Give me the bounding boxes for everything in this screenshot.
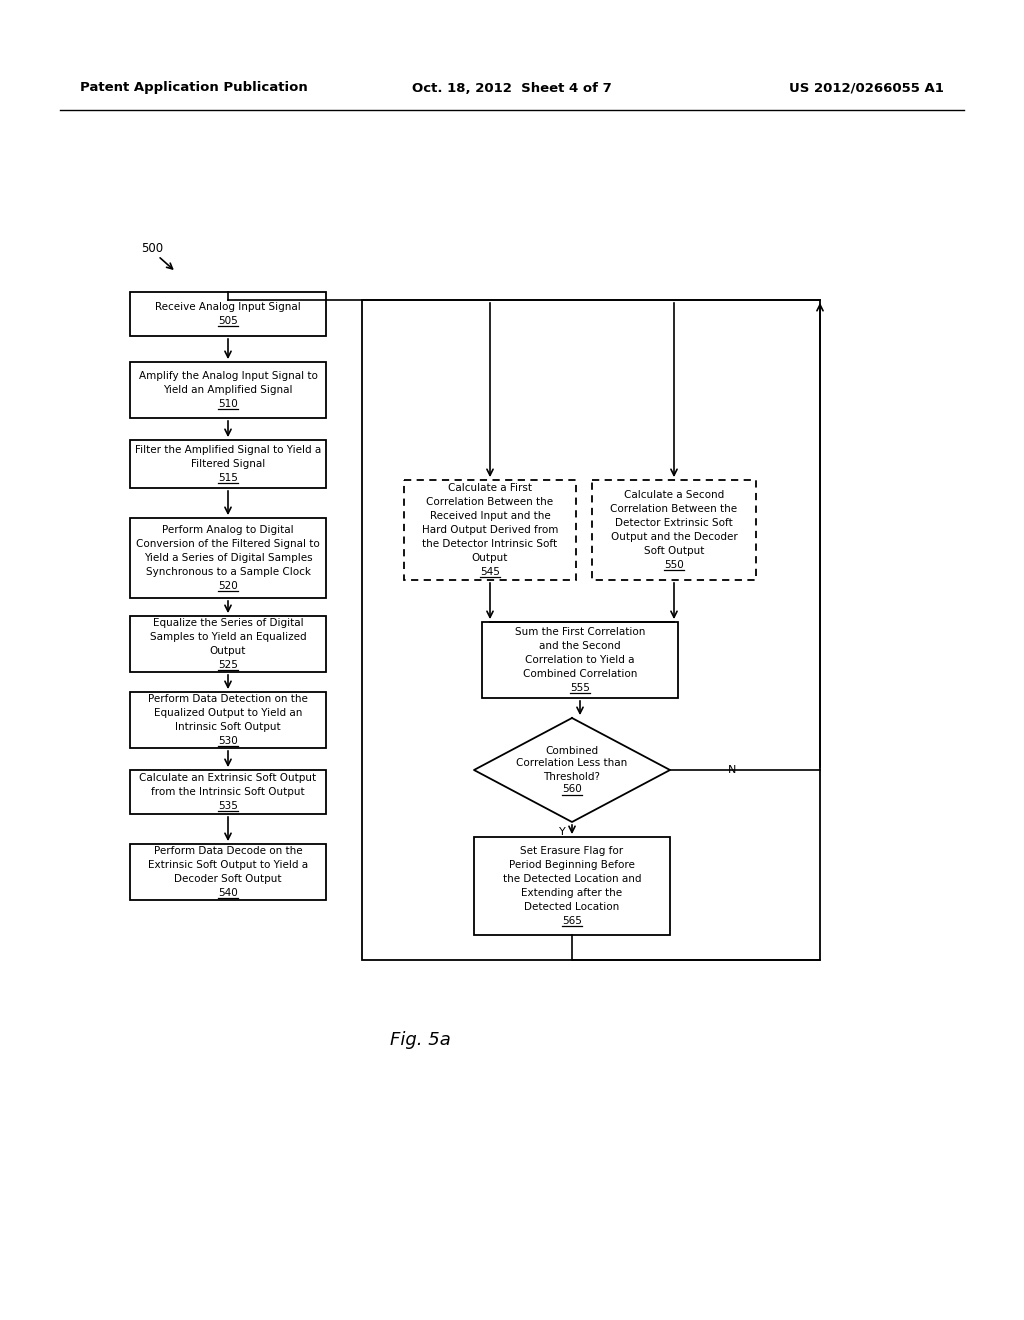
Text: Amplify the Analog Input Signal to: Amplify the Analog Input Signal to (138, 371, 317, 381)
Text: Equalize the Series of Digital: Equalize the Series of Digital (153, 618, 303, 628)
Text: 565: 565 (562, 916, 582, 927)
Bar (130, 440, 326, 488)
Bar (130, 517, 326, 598)
Text: Combined Correlation: Combined Correlation (523, 669, 637, 678)
Text: 515: 515 (218, 473, 238, 483)
Bar (404, 480, 575, 579)
Text: Oct. 18, 2012  Sheet 4 of 7: Oct. 18, 2012 Sheet 4 of 7 (412, 82, 612, 95)
Text: Extending after the: Extending after the (521, 888, 623, 898)
Text: Threshold?: Threshold? (544, 771, 600, 781)
Text: Filtered Signal: Filtered Signal (190, 459, 265, 469)
Text: Patent Application Publication: Patent Application Publication (80, 82, 308, 95)
Text: Hard Output Derived from: Hard Output Derived from (422, 525, 558, 535)
Text: Set Erasure Flag for: Set Erasure Flag for (520, 846, 624, 855)
Text: Perform Data Decode on the: Perform Data Decode on the (154, 846, 302, 855)
Text: 535: 535 (218, 801, 238, 810)
Text: Filter the Amplified Signal to Yield a: Filter the Amplified Signal to Yield a (135, 445, 322, 455)
Text: Perform Analog to Digital: Perform Analog to Digital (162, 525, 294, 535)
Text: from the Intrinsic Soft Output: from the Intrinsic Soft Output (152, 787, 305, 797)
Text: Received Input and the: Received Input and the (430, 511, 550, 521)
Bar (362, 300, 820, 960)
Text: 505: 505 (218, 315, 238, 326)
Bar (130, 292, 326, 337)
Polygon shape (474, 718, 670, 822)
Text: Yield a Series of Digital Samples: Yield a Series of Digital Samples (143, 553, 312, 564)
Text: Decoder Soft Output: Decoder Soft Output (174, 874, 282, 884)
Text: Correlation to Yield a: Correlation to Yield a (525, 655, 635, 665)
Text: Fig. 5a: Fig. 5a (390, 1031, 451, 1049)
Bar (474, 837, 670, 935)
Text: Calculate an Extrinsic Soft Output: Calculate an Extrinsic Soft Output (139, 774, 316, 783)
Text: US 2012/0266055 A1: US 2012/0266055 A1 (790, 82, 944, 95)
Text: 520: 520 (218, 581, 238, 591)
Bar (482, 622, 678, 698)
Text: 560: 560 (562, 784, 582, 795)
Text: Intrinsic Soft Output: Intrinsic Soft Output (175, 722, 281, 733)
Bar (130, 770, 326, 814)
Text: 555: 555 (570, 682, 590, 693)
Text: the Detector Intrinsic Soft: the Detector Intrinsic Soft (423, 539, 557, 549)
Text: Correlation Between the: Correlation Between the (610, 504, 737, 513)
Text: 545: 545 (480, 568, 500, 577)
Text: Sum the First Correlation: Sum the First Correlation (515, 627, 645, 638)
Text: Samples to Yield an Equalized: Samples to Yield an Equalized (150, 632, 306, 642)
Bar (130, 843, 326, 900)
Bar (130, 616, 326, 672)
Bar (592, 480, 756, 579)
Text: the Detected Location and: the Detected Location and (503, 874, 641, 884)
Text: Calculate a Second: Calculate a Second (624, 490, 724, 500)
Text: Detector Extrinsic Soft: Detector Extrinsic Soft (615, 517, 733, 528)
Text: 550: 550 (665, 560, 684, 570)
Text: Soft Output: Soft Output (644, 546, 705, 556)
Text: 525: 525 (218, 660, 238, 671)
Text: N: N (728, 766, 736, 775)
Bar (130, 362, 326, 418)
Text: Output and the Decoder: Output and the Decoder (610, 532, 737, 543)
Text: Output: Output (472, 553, 508, 564)
Text: Yield an Amplified Signal: Yield an Amplified Signal (163, 385, 293, 395)
Text: Extrinsic Soft Output to Yield a: Extrinsic Soft Output to Yield a (147, 861, 308, 870)
Text: 540: 540 (218, 888, 238, 898)
Text: Receive Analog Input Signal: Receive Analog Input Signal (155, 302, 301, 312)
Text: Output: Output (210, 645, 246, 656)
Text: Conversion of the Filtered Signal to: Conversion of the Filtered Signal to (136, 539, 319, 549)
Text: 530: 530 (218, 737, 238, 746)
Text: Perform Data Detection on the: Perform Data Detection on the (148, 694, 308, 704)
Text: Correlation Less than: Correlation Less than (516, 759, 628, 768)
Text: Correlation Between the: Correlation Between the (426, 498, 554, 507)
Text: 510: 510 (218, 399, 238, 409)
Text: Y: Y (559, 828, 565, 837)
Text: Equalized Output to Yield an: Equalized Output to Yield an (154, 708, 302, 718)
Bar (130, 692, 326, 748)
Text: 500: 500 (141, 242, 163, 255)
Text: Calculate a First: Calculate a First (449, 483, 532, 492)
Text: Period Beginning Before: Period Beginning Before (509, 861, 635, 870)
Text: Combined: Combined (546, 746, 599, 755)
Text: and the Second: and the Second (540, 642, 621, 651)
Text: Synchronous to a Sample Clock: Synchronous to a Sample Clock (145, 568, 310, 577)
Text: Detected Location: Detected Location (524, 902, 620, 912)
